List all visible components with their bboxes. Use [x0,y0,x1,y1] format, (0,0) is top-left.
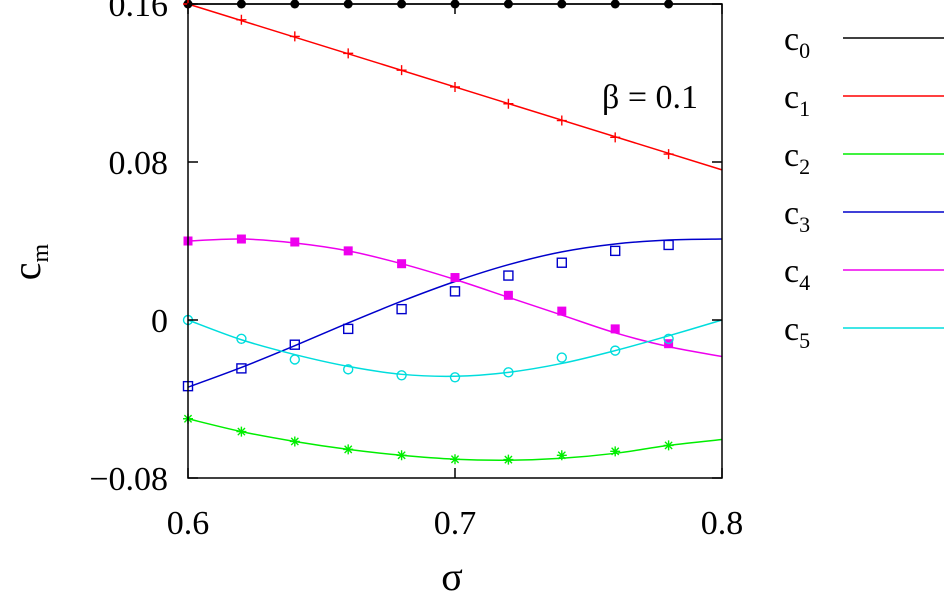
point-c2-8 [610,446,621,457]
point-c3-9 [663,239,674,251]
point-c3-7 [556,257,567,268]
x-axis-label: σ [441,554,463,593]
series-line-c3 [187,238,723,388]
series-line-c4 [187,238,723,358]
point-c2-1 [236,426,247,437]
series-markers [182,0,674,465]
legend-label-sub: 0 [799,38,810,63]
point-c2-2 [289,436,300,447]
point-c1-6 [503,98,514,109]
y-tick-label-2: 0.08 [109,145,169,182]
point-c2-7 [556,450,567,461]
point-c3-3 [343,323,354,335]
point-c1-9 [663,149,674,160]
legend-label-sub: 5 [799,328,810,353]
point-c3-4 [396,303,407,315]
point-c1-8 [610,132,621,143]
series-line-c5 [187,319,723,378]
point-c5-3 [343,364,354,375]
legend-label-c5: c5 [784,311,810,353]
legend-label-c3: c3 [784,195,810,237]
legend-label-c4: c4 [784,253,810,295]
point-c1-3 [343,48,354,59]
point-c4-6 [503,290,513,300]
x-tick-label-2: 0.8 [701,505,744,542]
axis-ticks [187,3,723,479]
x-tick-label-0: 0.6 [167,505,210,542]
legend-label-c2: c2 [784,137,810,179]
point-c2-9 [663,440,674,451]
y-tick-label-0: −0.08 [89,461,168,498]
point-c4-7 [557,306,567,316]
point-c5-7 [556,352,567,363]
point-c5-9 [663,333,674,344]
point-c5-2 [289,354,300,365]
point-c5-6 [503,367,514,378]
beta-annotation: β = 0.1 [602,79,698,116]
point-c3-8 [610,245,621,257]
point-c4-5 [450,273,460,283]
legend-label-sub: 1 [799,96,810,121]
point-c5-8 [610,345,621,356]
point-c1-5 [450,81,460,92]
series-line-c2 [187,418,723,462]
point-c3-5 [449,286,461,297]
point-c1-2 [289,31,300,42]
point-c3-2 [289,339,300,350]
legend-label-base: c [784,21,799,58]
legend-label-sub: 4 [799,270,810,295]
y-tick-label-1: 0 [151,303,168,340]
point-c4-3 [343,246,353,256]
point-c5-5 [449,372,461,383]
legend-label-c0: c0 [784,21,810,63]
y-axis-label-base: c [4,262,49,280]
point-c2-3 [343,444,354,455]
y-axis-label: cm [4,243,54,280]
point-c4-4 [397,259,407,269]
legend-label-c1: c1 [784,79,810,121]
point-c4-2 [290,237,300,247]
legend-label-base: c [784,253,799,290]
point-c2-4 [396,450,407,461]
series-lines [187,3,723,462]
point-c3-1 [236,363,247,374]
legend-label-base: c [784,79,799,116]
point-c1-4 [396,65,407,76]
legend-label-sub: 2 [799,154,810,179]
legend-label-base: c [784,311,799,348]
point-c2-5 [450,454,460,465]
legend-label-sub: 3 [799,212,810,237]
point-c1-7 [556,115,567,126]
point-c3-6 [503,270,514,281]
point-c2-6 [503,454,514,465]
x-tick-label-1: 0.7 [434,505,477,542]
point-c5-4 [396,370,407,381]
y-axis-label-sub: m [28,243,54,262]
legend-label-base: c [784,195,799,232]
point-c4-8 [610,324,620,334]
tick-labels: 0.6 0.7 0.8 −0.08 0 0.08 0.16 [89,0,743,542]
point-c1-1 [236,14,247,25]
point-c5-1 [236,333,247,344]
legend-label-base: c [784,137,799,174]
y-tick-label-3: 0.16 [109,0,169,24]
point-c4-1 [236,234,246,244]
